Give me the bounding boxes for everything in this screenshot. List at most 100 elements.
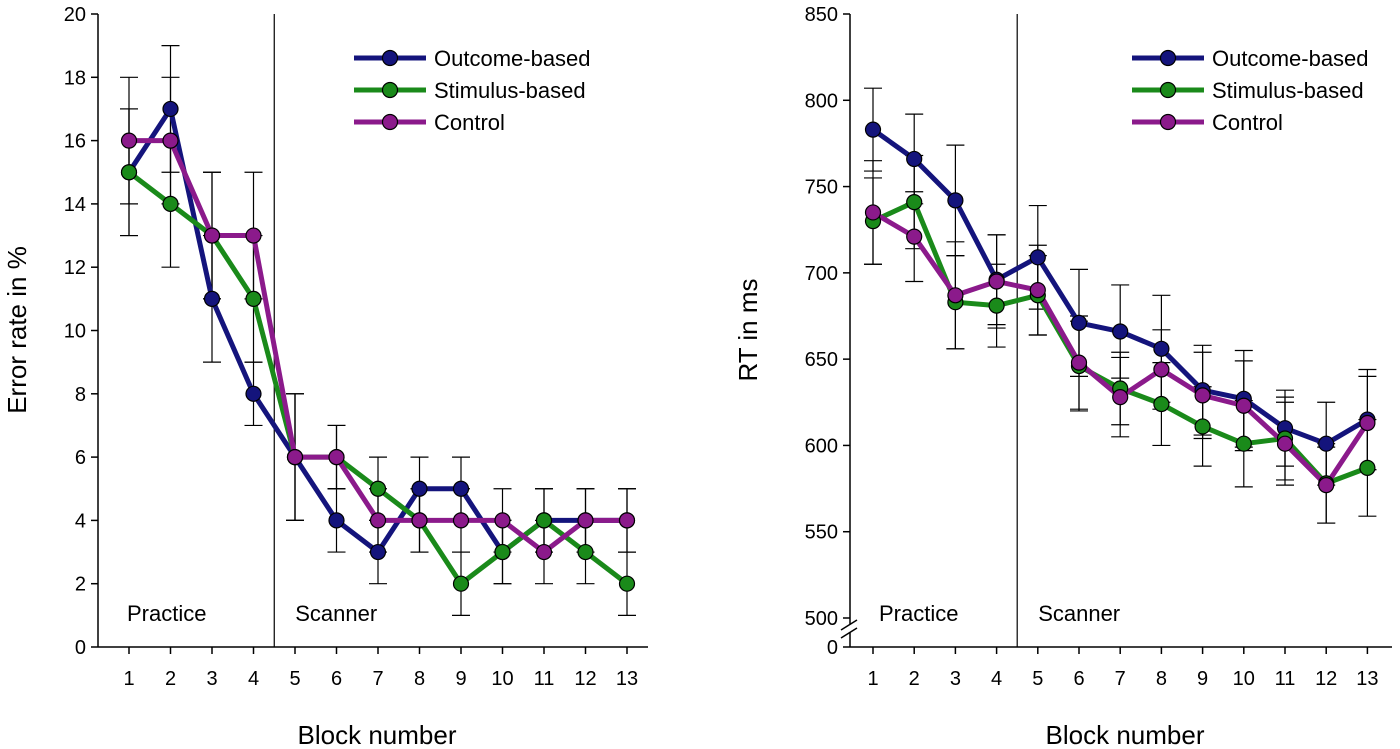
data-point-control <box>494 512 511 529</box>
data-point-control <box>618 512 636 529</box>
x-tick-label: 3 <box>950 668 961 690</box>
data-series-group <box>864 87 1377 524</box>
x-tick-label: 1 <box>123 668 134 690</box>
data-point-control <box>1194 387 1211 404</box>
legend-marker-stimulus <box>381 81 399 99</box>
data-point-outcome <box>411 480 428 497</box>
legend-label-outcome: Outcome-based <box>434 46 591 71</box>
y-tick-label: 12 <box>64 257 86 279</box>
data-point-stimulus <box>494 543 511 561</box>
x-tick-label: 7 <box>372 668 383 690</box>
legend-marker-outcome <box>1159 49 1177 67</box>
x-tick-label: 12 <box>1315 668 1337 690</box>
data-point-stimulus <box>1194 418 1211 435</box>
phase-label-practice: Practice <box>879 601 958 626</box>
x-tick-label: 4 <box>248 668 259 690</box>
x-tick-label: 10 <box>491 668 513 690</box>
legend-marker-control <box>1159 113 1177 131</box>
data-point-control <box>577 512 594 529</box>
y-tick-label: 700 <box>805 263 838 285</box>
data-point-control <box>1235 397 1252 414</box>
data-point-stimulus <box>1235 435 1252 452</box>
y-tick-label: 2 <box>75 574 86 596</box>
x-tick-label: 9 <box>1197 668 1208 690</box>
data-point-control <box>1112 389 1129 406</box>
data-point-outcome <box>369 543 387 561</box>
data-point-stimulus <box>245 290 262 307</box>
x-tick-label: 7 <box>1115 668 1126 690</box>
data-point-outcome <box>1318 435 1335 452</box>
phase-label-practice: Practice <box>127 601 206 626</box>
data-point-control <box>369 512 387 529</box>
data-point-stimulus <box>369 480 387 497</box>
x-axis-title: Block number <box>1046 720 1205 749</box>
data-point-outcome <box>1029 249 1046 266</box>
data-point-control <box>162 132 179 149</box>
legend-label-control: Control <box>1212 110 1283 135</box>
data-point-stimulus <box>535 512 553 529</box>
x-tick-label: 11 <box>534 668 555 690</box>
phase-label-scanner: Scanner <box>1038 601 1120 626</box>
y-tick-label: 10 <box>64 321 86 343</box>
data-point-control <box>947 287 964 304</box>
data-point-control <box>906 228 923 245</box>
data-point-control <box>411 512 428 529</box>
y-tick-label: 16 <box>64 131 86 153</box>
y-tick-label: 6 <box>75 447 86 469</box>
data-point-outcome <box>947 192 964 209</box>
y-tick-label: 0 <box>827 637 838 659</box>
data-point-control <box>1359 414 1376 432</box>
data-point-control <box>1153 361 1170 378</box>
x-tick-label: 2 <box>909 668 920 690</box>
data-point-control <box>286 449 304 466</box>
data-point-stimulus <box>452 575 470 592</box>
x-tick-label: 6 <box>331 668 342 690</box>
y-tick-label: 4 <box>75 510 86 532</box>
data-point-control <box>245 227 262 244</box>
y-tick-label: 650 <box>805 349 838 371</box>
x-axis-title: Block number <box>298 720 457 749</box>
data-point-stimulus <box>906 194 923 211</box>
legend-marker-control <box>381 113 399 131</box>
axis-break-mark <box>840 619 858 631</box>
data-point-outcome <box>245 385 262 402</box>
data-point-outcome <box>203 290 221 307</box>
x-tick-label: 2 <box>165 668 176 690</box>
legend-label-control: Control <box>434 110 505 135</box>
y-tick-label: 8 <box>75 384 86 406</box>
data-point-control <box>328 449 345 466</box>
x-tick-label: 11 <box>1275 668 1296 690</box>
axis-break-mark <box>840 627 858 639</box>
legend-label-stimulus: Stimulus-based <box>1212 78 1364 103</box>
data-point-outcome <box>162 100 179 118</box>
y-tick-label: 14 <box>64 194 86 216</box>
y-tick-label: 500 <box>805 608 838 630</box>
data-point-control <box>535 543 553 561</box>
data-point-outcome <box>328 512 345 529</box>
data-series-group <box>120 45 636 616</box>
x-tick-label: 9 <box>455 668 466 690</box>
data-point-outcome <box>452 480 470 497</box>
legend-label-stimulus: Stimulus-based <box>434 78 586 103</box>
y-tick-label: 800 <box>805 90 838 112</box>
legend-label-outcome: Outcome-based <box>1212 46 1369 71</box>
data-point-control <box>1070 354 1088 371</box>
x-tick-label: 13 <box>1356 668 1378 690</box>
x-tick-label: 12 <box>574 668 596 690</box>
y-tick-label: 750 <box>805 177 838 199</box>
x-tick-label: 8 <box>414 668 425 690</box>
x-tick-label: 5 <box>1032 668 1043 690</box>
data-point-control <box>1318 477 1335 494</box>
data-point-stimulus <box>162 195 179 212</box>
data-point-outcome <box>1070 314 1088 332</box>
x-tick-label: 5 <box>289 668 300 690</box>
data-point-outcome <box>906 150 923 168</box>
data-point-control <box>988 273 1005 290</box>
x-tick-label: 4 <box>991 668 1002 690</box>
legend-marker-outcome <box>381 49 399 67</box>
data-point-stimulus <box>988 297 1005 314</box>
data-point-control <box>1276 435 1294 452</box>
y-axis-title: Error rate in % <box>2 246 32 414</box>
